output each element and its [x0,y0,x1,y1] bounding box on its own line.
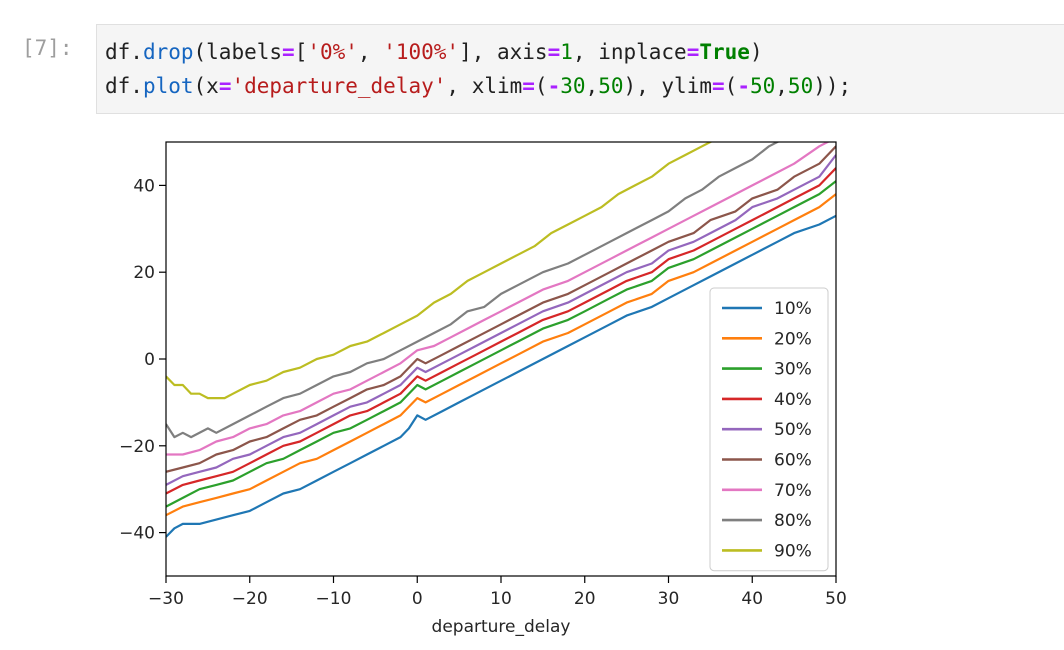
y-tick-label: −20 [119,437,155,457]
legend-label: 40% [774,390,812,410]
x-tick-label: 30 [658,589,680,609]
code-token: - [737,74,750,98]
legend-label: 70% [774,481,812,501]
plot-lines [166,142,836,538]
series-line-30pct [166,180,836,508]
series-line-60pct [166,145,836,473]
legend-label: 60% [774,451,812,471]
x-tick-label: 10 [490,589,512,609]
y-tick-label: 20 [133,263,155,283]
cell-output: −30 −20 −10 0 10 20 30 40 50 −40 −20 0 20 40 departu… [96,124,896,646]
code-token: , [357,40,384,64]
x-tick-label: 40 [741,589,763,609]
series-line-80pct [166,142,780,439]
code-token: ], axis [459,40,548,64]
x-tick-label: −20 [232,589,268,609]
legend: 10% 20% 30% 40% 50% 60% 70% 80% 90% [709,287,829,572]
series-line-50pct [166,154,836,486]
code-token: = [547,40,561,64]
series-line-20pct [166,193,836,517]
code-token: 1 [560,40,573,64]
series-line-10pct [166,214,836,538]
y-axis: −40 −20 0 20 40 [119,176,166,544]
code-token: ) [749,40,763,64]
code-token: 'departure_delay' [231,74,447,98]
code-token: = [712,74,725,98]
code-token: = [282,40,295,64]
legend-label: 80% [774,511,812,531]
code-token: = [686,40,700,64]
x-tick-label: −10 [316,589,352,609]
series-line-70pct [166,142,831,456]
code-token: 30 [560,74,586,98]
code-token: , inplace [572,40,687,64]
code-token: '0%' [307,40,358,64]
code-editor[interactable]: df.drop(labels=['0%', '100%'], axis=1, i… [96,24,1064,114]
cell-prompt: [7]: [22,36,73,60]
legend-label: 20% [774,329,812,349]
code-token: , [775,74,788,98]
x-axis: −30 −20 −10 0 10 20 30 40 50 [148,576,847,609]
code-token: ( [724,74,738,98]
code-token: - [547,74,561,98]
code-token: '100%' [383,40,460,64]
legend-label: 50% [774,420,812,440]
y-tick-label: 40 [133,176,155,196]
code-token: 50 [787,74,814,98]
x-tick-label: 50 [825,589,847,609]
x-axis-label: departure_delay [432,617,571,637]
code-token: ( [534,74,548,98]
series-line-90pct [166,142,713,400]
x-tick-label: −30 [148,589,184,609]
code-token: , [585,74,599,98]
code-token: plot [142,74,194,98]
x-tick-label: 0 [412,589,423,609]
code-line-2: df.plot(x='departure_delay', xlim=(-30,5… [105,73,851,99]
x-tick-label: 20 [574,589,596,609]
series-line-40pct [166,167,836,495]
code-token: = [522,74,535,98]
code-token: (x [193,74,219,98]
y-tick-label: 0 [144,350,155,370]
legend-box [709,287,829,572]
code-token: df. [105,40,143,64]
code-line-1: df.drop(labels=['0%', '100%'], axis=1, i… [105,39,763,65]
code-token: ), ylim [623,74,712,98]
legend-label: 30% [774,360,812,380]
code-token: 50 [598,74,624,98]
code-token: [ [294,40,308,64]
code-token: df. [105,74,143,98]
legend-label: 90% [774,541,812,561]
code-token: True [699,40,750,64]
code-token: 50 [749,74,776,98]
code-token: )); [813,74,852,98]
code-token: = [218,74,232,98]
code-token: (labels [193,40,283,64]
code-token: drop [142,40,194,64]
line-chart: −30 −20 −10 0 10 20 30 40 50 −40 −20 0 20 40 departu… [119,141,847,637]
legend-label: 10% [774,299,812,319]
y-tick-label: −40 [119,524,155,544]
code-token: , xlim [446,74,523,98]
